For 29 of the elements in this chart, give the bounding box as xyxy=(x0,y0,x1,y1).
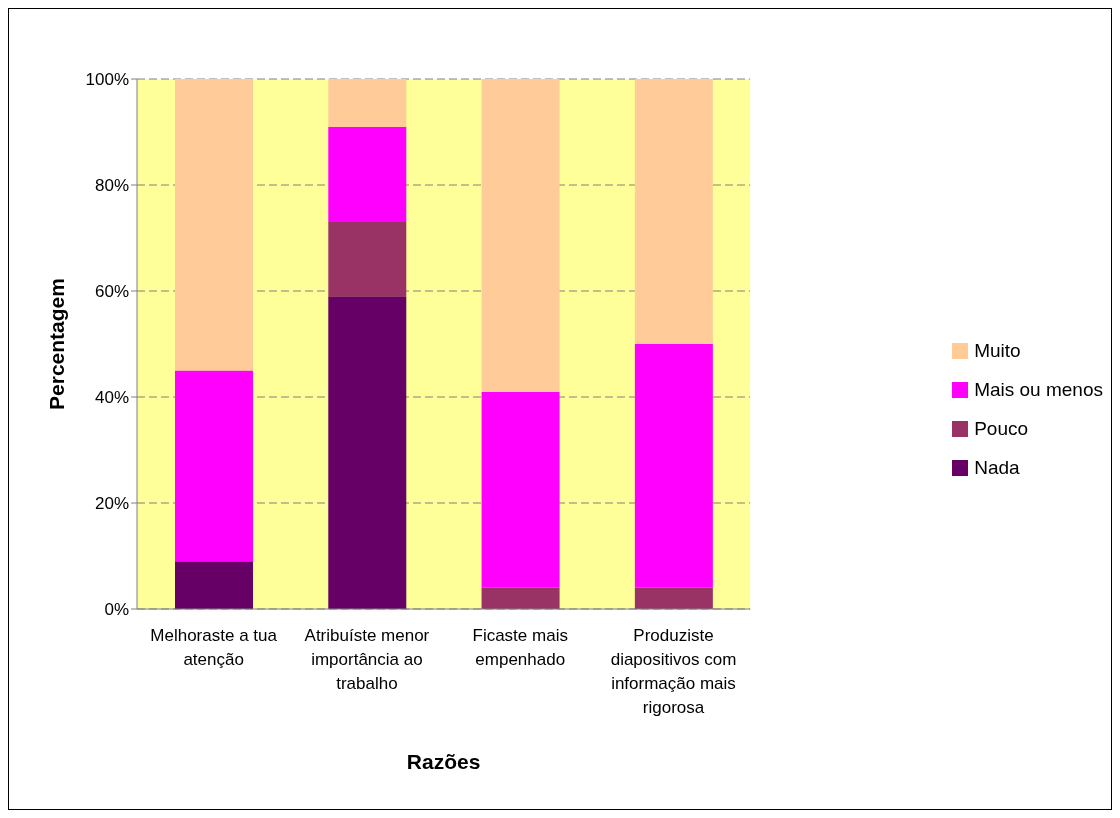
y-tick-label: 20% xyxy=(94,494,129,514)
x-tick-label: Ficaste mais empenhado xyxy=(472,626,568,669)
y-tick-label: 60% xyxy=(94,282,129,302)
bar xyxy=(481,391,560,588)
x-axis-title: Razões xyxy=(406,750,481,773)
bar xyxy=(328,296,407,609)
legend-label: Nada xyxy=(974,456,1020,479)
bar xyxy=(175,561,253,609)
y-tick-label: 0% xyxy=(104,600,129,620)
bar xyxy=(634,587,713,609)
x-tick-label: Atribuíste menor importância ao trabalho xyxy=(304,626,430,693)
bar xyxy=(481,79,560,392)
y-axis-title: Percentagem xyxy=(45,278,69,410)
legend-label: Pouco xyxy=(974,417,1029,440)
y-tick-label: 40% xyxy=(94,388,129,408)
bar xyxy=(328,222,407,297)
bar xyxy=(328,79,407,127)
legend-label: Mais ou menos xyxy=(974,378,1103,401)
x-tick-label: Melhoraste a tua atenção xyxy=(150,626,278,669)
bar xyxy=(481,587,560,609)
x-tick-label: Produziste diapositivos com informação mais rigorosa xyxy=(610,626,737,717)
bar xyxy=(634,344,713,588)
legend-label: Muito xyxy=(974,339,1021,362)
bar xyxy=(328,126,407,223)
bar xyxy=(175,79,253,371)
bar xyxy=(634,79,713,344)
y-tick-label: 100% xyxy=(85,70,129,90)
y-tick-label: 80% xyxy=(94,176,129,196)
bar xyxy=(175,370,253,562)
